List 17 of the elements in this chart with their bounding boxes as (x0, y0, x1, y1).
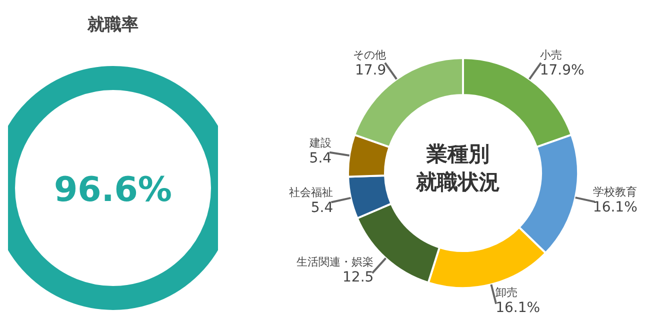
data-label: 16.1% (496, 300, 540, 316)
slice-label: 小売 (540, 48, 562, 62)
data-label: 16.1% (592, 199, 638, 216)
slice-label: 社会福祉 (289, 186, 334, 199)
data-label: 17.9% (540, 62, 584, 78)
text: 96.6% (54, 170, 172, 210)
slice-label: 生活関連・娯楽 (296, 256, 374, 269)
text: 就職率 (86, 15, 138, 35)
text: 業種別就職状況 (415, 142, 500, 194)
slice-label: 建設 (308, 136, 332, 150)
data-label: 5.4 (310, 200, 334, 216)
slice-label: 学校教育 (592, 185, 637, 198)
data-label: 5.4 (309, 150, 332, 167)
data-label: 12.5 (342, 270, 374, 286)
data-label: 17.9 (354, 62, 386, 78)
slice-label: 卸売 (496, 286, 518, 299)
slice-label: その他 (353, 48, 386, 62)
